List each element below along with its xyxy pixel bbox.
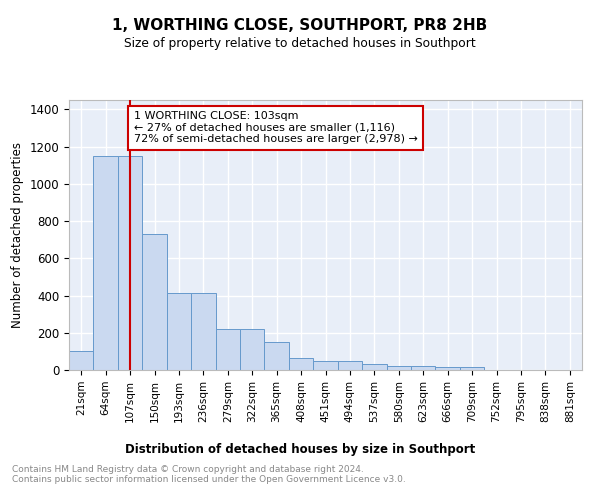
Bar	[191, 292, 215, 370]
Bar	[240, 329, 265, 370]
Bar	[265, 342, 289, 370]
Bar	[386, 366, 411, 370]
Text: Size of property relative to detached houses in Southport: Size of property relative to detached ho…	[124, 38, 476, 51]
Bar	[215, 329, 240, 370]
Text: Contains HM Land Registry data © Crown copyright and database right 2024.
Contai: Contains HM Land Registry data © Crown c…	[12, 465, 406, 484]
Bar	[69, 352, 94, 370]
Bar	[460, 367, 484, 370]
Bar	[118, 156, 142, 370]
Bar	[313, 360, 338, 370]
Text: Distribution of detached houses by size in Southport: Distribution of detached houses by size …	[125, 442, 475, 456]
Bar	[411, 366, 436, 370]
Bar	[338, 360, 362, 370]
Text: 1, WORTHING CLOSE, SOUTHPORT, PR8 2HB: 1, WORTHING CLOSE, SOUTHPORT, PR8 2HB	[112, 18, 488, 32]
Bar	[436, 367, 460, 370]
Bar	[142, 234, 167, 370]
Text: 1 WORTHING CLOSE: 103sqm
← 27% of detached houses are smaller (1,116)
72% of sem: 1 WORTHING CLOSE: 103sqm ← 27% of detach…	[134, 111, 418, 144]
Bar	[362, 364, 386, 370]
Bar	[289, 358, 313, 370]
Bar	[94, 156, 118, 370]
Y-axis label: Number of detached properties: Number of detached properties	[11, 142, 24, 328]
Bar	[167, 292, 191, 370]
